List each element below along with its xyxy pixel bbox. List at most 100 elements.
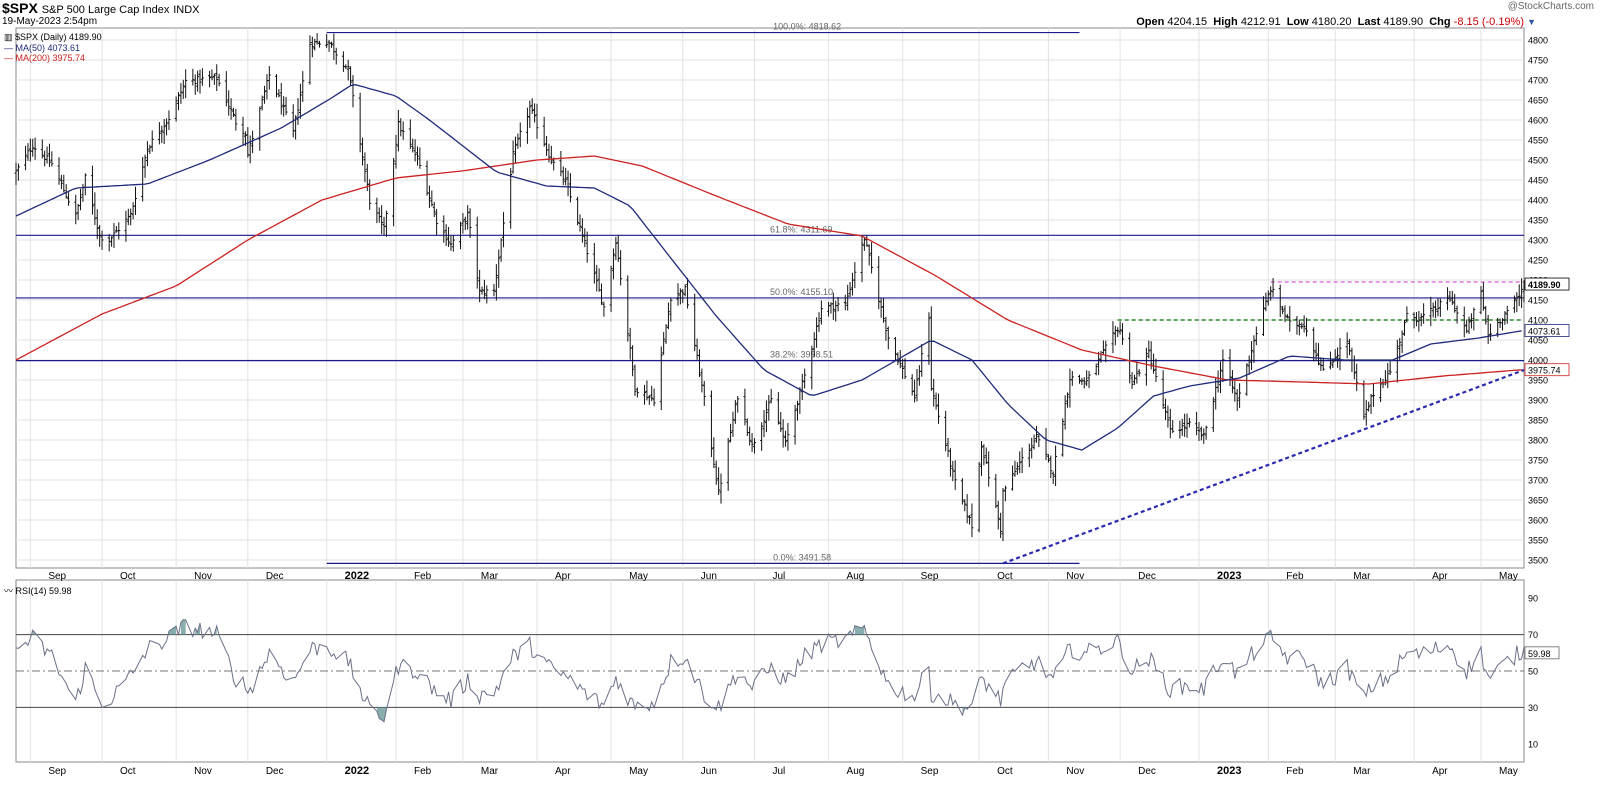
rsi-x-axis-label: Dec [1138, 766, 1156, 777]
x-axis-label: Mar [481, 571, 499, 582]
y-tick-label: 4550 [1528, 136, 1548, 146]
rsi-x-axis-label: Oct [997, 766, 1013, 777]
x-axis-label: Dec [1138, 571, 1156, 582]
rsi-x-axis-label: Jul [772, 766, 785, 777]
y-tick-label: 3850 [1528, 416, 1548, 426]
price-tag-label: 4189.90 [1528, 280, 1561, 290]
x-axis-label: Apr [555, 571, 571, 582]
y-tick-label: 4700 [1528, 76, 1548, 86]
price-tag-label: 4073.61 [1528, 327, 1561, 337]
rsi-y-tick-label: 10 [1528, 739, 1538, 749]
x-axis-label: Feb [414, 571, 432, 582]
y-tick-label: 3700 [1528, 476, 1548, 486]
rsi-x-axis-label: Feb [1286, 766, 1304, 777]
watermark: @StockCharts.com [1507, 1, 1594, 12]
symbol-description: S&P 500 Large Cap Index [41, 4, 170, 16]
x-axis-label: Nov [1066, 571, 1084, 582]
rsi-line [15, 619, 1525, 723]
rsi-y-tick-label: 50 [1528, 667, 1538, 677]
y-tick-label: 4650 [1528, 96, 1548, 106]
rsi-y-tick-label: 30 [1528, 703, 1538, 713]
rsi-x-axis-label: Apr [555, 766, 571, 777]
rsi-x-axis-label: Apr [1432, 766, 1448, 777]
y-tick-label: 3500 [1528, 556, 1548, 566]
y-tick-label: 3900 [1528, 396, 1548, 406]
x-axis-label: Feb [1286, 571, 1304, 582]
legend-price: ▥ $SPX (Daily) 4189.90 [4, 32, 102, 42]
exchange-label: INDX [173, 4, 200, 16]
y-tick-label: 4350 [1528, 216, 1548, 226]
legend-ma200: — MA(200) 3975.74 [4, 53, 86, 63]
fib-level-label: 50.0%: 4155.10 [770, 287, 833, 297]
change-value: -8.15 (-0.19%) [1453, 16, 1524, 28]
x-axis-label: May [1499, 571, 1518, 582]
symbol-title: $SPX S&P 500 Large Cap Index INDX [2, 0, 200, 16]
open-value: 4204.15 [1167, 16, 1208, 28]
rsi-x-axis-label: Aug [847, 766, 865, 777]
x-axis-label: 2022 [345, 570, 369, 582]
dropdown-caret-icon[interactable]: ▼ [1527, 17, 1536, 27]
rsi-x-axis-label: Oct [120, 766, 136, 777]
rsi-value-tag: 59.98 [1528, 649, 1551, 659]
rsi-x-axis-label: May [1499, 766, 1518, 777]
y-tick-label: 4500 [1528, 156, 1548, 166]
ohlc-bars [14, 33, 1526, 542]
y-tick-label: 4050 [1528, 336, 1548, 346]
y-tick-label: 4450 [1528, 176, 1548, 186]
y-tick-label: 4250 [1528, 256, 1548, 266]
y-tick-label: 3650 [1528, 496, 1548, 506]
ma50-line [15, 84, 1522, 451]
price-tag-label: 3975.74 [1528, 366, 1561, 376]
x-axis-label: Dec [266, 571, 284, 582]
y-tick-label: 3550 [1528, 536, 1548, 546]
rsi-extreme-fill [644, 707, 650, 711]
y-tick-label: 3950 [1528, 376, 1548, 386]
ohlc-readout: Open 4204.15 High 4212.91 Low 4180.20 La… [1136, 16, 1524, 28]
legend-rsi: 〰 RSI(14) 59.98 [4, 586, 72, 596]
y-tick-label: 4000 [1528, 356, 1548, 366]
x-axis-label: Nov [194, 571, 212, 582]
x-axis-label: Sep [921, 571, 939, 582]
x-axis-label: Aug [847, 571, 865, 582]
fib-level-label: 100.0%: 4818.62 [773, 22, 841, 32]
y-tick-label: 3600 [1528, 516, 1548, 526]
x-axis-label: Jul [772, 571, 785, 582]
rsi-x-axis-label: Jun [701, 766, 717, 777]
rsi-value-tag-box [1524, 646, 1560, 660]
rsi-extreme-fill [962, 707, 968, 716]
rsi-extreme-fill [711, 707, 717, 710]
rsi-x-axis-label: Sep [48, 766, 66, 777]
fib-level-label: 61.8%: 4311.69 [770, 224, 832, 234]
rsi-x-axis-label: May [629, 766, 648, 777]
rsi-extreme-fill [180, 619, 186, 635]
rsi-x-axis-label: Nov [194, 766, 212, 777]
fib-level-label: 38.2%: 3998.51 [770, 350, 833, 360]
trendline [1002, 368, 1525, 565]
x-axis-label: May [629, 571, 648, 582]
bars-icon: ▥ [4, 32, 13, 42]
last-value: 4189.90 [1383, 16, 1424, 28]
x-axis-label: Oct [997, 571, 1013, 582]
low-value: 4180.20 [1311, 16, 1352, 28]
y-tick-label: 4100 [1528, 316, 1548, 326]
y-tick-label: 4750 [1528, 56, 1548, 66]
rsi-extreme-fill [169, 626, 177, 635]
x-axis-label: Oct [120, 571, 136, 582]
y-tick-label: 4150 [1528, 296, 1548, 306]
ma200-line [15, 155, 1522, 385]
price-tag-box [1524, 363, 1570, 377]
x-axis-label: Apr [1432, 571, 1448, 582]
y-tick-label: 4800 [1528, 36, 1548, 46]
y-tick-label: 4300 [1528, 236, 1548, 246]
y-tick-label: 3800 [1528, 436, 1548, 446]
x-axis-label: Sep [48, 571, 66, 582]
line-icon: 〰 [4, 586, 14, 596]
x-axis-label: Mar [1353, 571, 1371, 582]
rsi-x-axis-label: Sep [921, 766, 939, 777]
rsi-extreme-fill [195, 623, 200, 635]
rsi-x-axis-label: Dec [266, 766, 284, 777]
rsi-y-tick-label: 70 [1528, 630, 1538, 640]
fib-level-label: 0.0%: 3491.58 [773, 552, 831, 562]
rsi-x-axis-label: Nov [1066, 766, 1084, 777]
